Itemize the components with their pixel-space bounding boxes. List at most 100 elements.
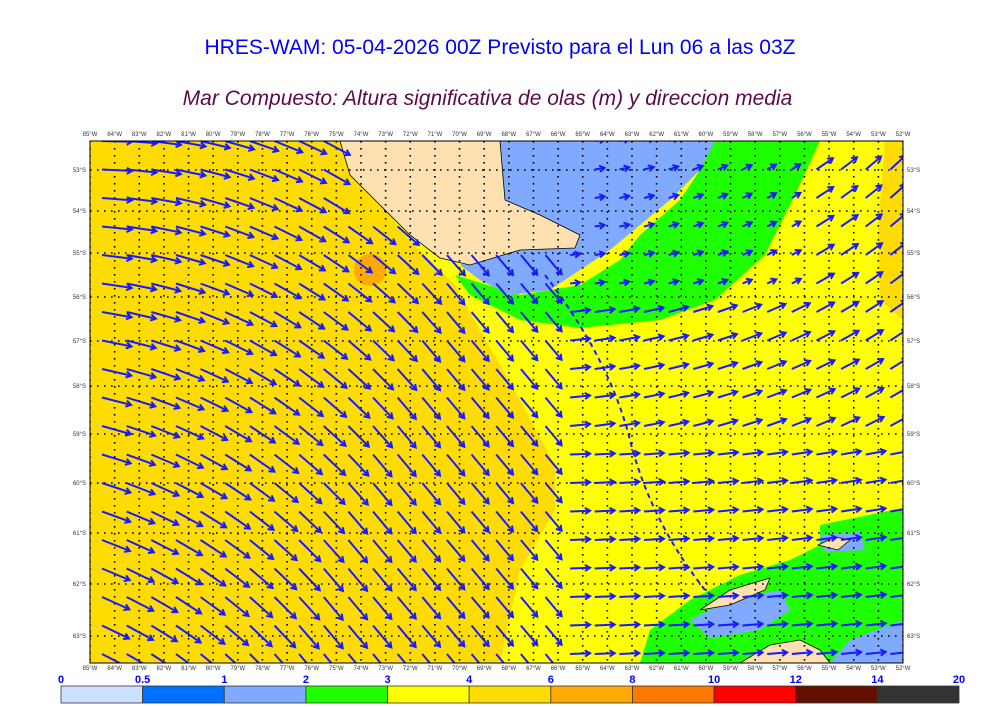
lon-label-top: 54°W [846, 132, 861, 138]
wave-direction-arrow [495, 282, 515, 305]
wave-direction-arrow [865, 386, 886, 399]
wave-direction-arrow [816, 591, 839, 600]
wave-direction-arrow [816, 387, 837, 399]
wave-direction-arrow [594, 164, 607, 173]
wave-direction-arrow [150, 368, 182, 381]
wave-direction-arrow [816, 505, 839, 514]
wave-direction-arrow [224, 396, 254, 414]
lon-label-top: 75°W [329, 132, 344, 138]
lon-label-bottom: 72°W [403, 666, 418, 672]
wave-direction-arrow [693, 389, 715, 399]
wave-direction-arrow [544, 311, 563, 333]
lon-label-top: 69°W [477, 132, 492, 138]
wave-direction-arrow [717, 249, 730, 257]
wave-direction-arrow [298, 624, 320, 650]
wave-direction-arrow [421, 368, 442, 392]
lon-label-bottom: 78°W [255, 666, 270, 672]
lon-label-bottom: 68°W [501, 666, 516, 672]
wave-direction-arrow [520, 368, 539, 391]
wave-direction-arrow [594, 305, 617, 314]
chart-title: HRES-WAM: 05-04-2026 00Z Previsto para e… [204, 36, 796, 59]
wave-direction-arrow [200, 339, 230, 355]
wave-direction-arrow [791, 477, 814, 485]
wave-direction-arrow [865, 447, 888, 456]
wave-direction-arrow [865, 533, 888, 542]
wave-direction-arrow [791, 591, 814, 600]
wave-direction-arrow [767, 534, 789, 543]
colorbar-tick-label: 0.5 [135, 674, 150, 686]
wave-direction-arrow [396, 596, 417, 620]
wave-direction-arrow [150, 596, 179, 614]
wave-direction-arrow [298, 141, 329, 156]
wave-direction-arrow [249, 482, 276, 502]
wave-direction-arrow [865, 271, 884, 285]
wave-direction-arrow [274, 225, 304, 242]
wave-direction-arrow [372, 596, 393, 621]
wave-direction-arrow [643, 333, 666, 342]
wave-direction-arrow [298, 453, 324, 476]
wave-direction-arrow [372, 368, 395, 391]
lat-label-left: 63°S [73, 634, 86, 640]
wave-direction-arrow [298, 197, 328, 214]
lon-label-bottom: 57°W [772, 666, 787, 672]
wave-direction-arrow [520, 453, 539, 476]
wave-direction-arrow [643, 563, 666, 572]
wave-direction-arrow [421, 453, 442, 478]
wave-direction-arrow [175, 339, 206, 354]
wave-direction-arrow [175, 596, 203, 615]
wave-direction-arrow [421, 396, 442, 421]
wave-direction-arrow [249, 453, 277, 473]
wave-direction-arrow [126, 425, 157, 438]
wave-direction-arrow [249, 567, 275, 590]
lon-label-top: 59°W [723, 132, 738, 138]
wave-direction-arrow [446, 596, 466, 620]
wave-direction-arrow [470, 596, 490, 619]
wave-direction-arrow [570, 478, 593, 487]
wave-direction-arrow [619, 649, 642, 658]
lat-label-right: 55°S [907, 251, 920, 257]
lon-label-top: 68°W [501, 132, 516, 138]
wave-direction-arrow [298, 396, 325, 418]
wave-direction-arrow [791, 301, 812, 313]
wave-direction-arrow [347, 311, 373, 332]
wave-direction-arrow [249, 396, 277, 415]
wave-direction-arrow [594, 193, 607, 202]
wave-direction-arrow [126, 254, 159, 264]
wave-direction-arrow [101, 282, 134, 292]
wave-direction-arrow [791, 359, 812, 370]
lon-label-top: 76°W [304, 132, 319, 138]
wave-direction-arrow [742, 448, 765, 457]
wave-direction-arrow [446, 254, 467, 277]
wave-direction-arrow [126, 596, 156, 613]
wave-direction-arrow [742, 388, 764, 399]
wave-direction-arrow [101, 311, 134, 321]
wave-direction-arrow [421, 482, 442, 506]
wave-direction-arrow [889, 242, 903, 256]
wave-direction-arrow [717, 563, 740, 572]
wave-direction-arrow [347, 596, 369, 621]
lon-label-top: 74°W [354, 132, 369, 138]
wave-direction-arrow [372, 653, 382, 663]
wave-direction-arrow [273, 482, 300, 504]
wave-direction-arrow [151, 197, 183, 207]
wave-direction-arrow [766, 330, 788, 342]
wave-direction-arrow [495, 368, 515, 391]
colorbar-tick-label: 4 [466, 674, 473, 686]
wave-direction-arrow [520, 254, 539, 277]
wave-direction-arrow [520, 482, 539, 505]
lat-label-right: 56°S [907, 295, 920, 301]
wave-direction-arrow [544, 624, 563, 647]
wave-direction-arrow [126, 653, 145, 663]
wave-direction-arrow [668, 361, 690, 370]
region-2-3m-north [455, 141, 820, 328]
wave-direction-arrow [865, 184, 883, 199]
wave-direction-arrow [126, 453, 157, 467]
wave-direction-arrow [889, 328, 903, 342]
wave-direction-arrow [544, 567, 563, 590]
wave-direction-arrow [495, 510, 515, 533]
wave-direction-arrow [175, 539, 204, 557]
wave-direction-arrow [150, 339, 182, 352]
wave-direction-arrow [175, 396, 206, 412]
colorbar-tick-label: 0 [58, 674, 64, 686]
wave-direction-arrow [619, 221, 632, 230]
